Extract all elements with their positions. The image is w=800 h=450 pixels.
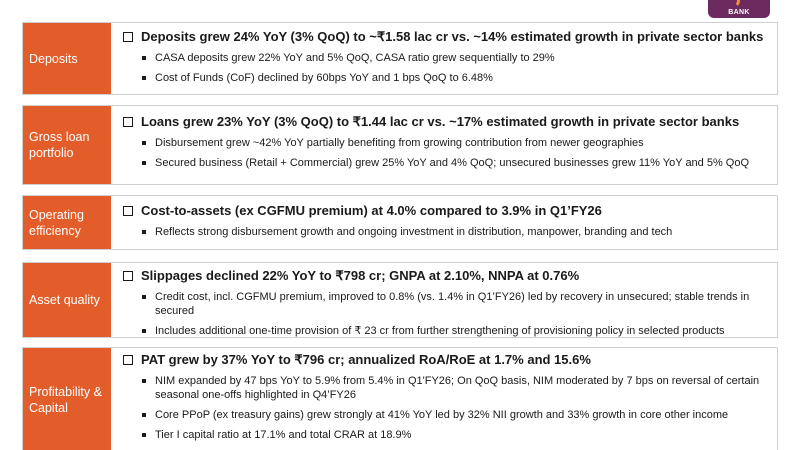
bullet-list: Reflects strong disbursement growth and … [141, 225, 773, 239]
bullet-list: Disbursement grew ~42% YoY partially ben… [141, 136, 773, 170]
bullet-item: Reflects strong disbursement growth and … [141, 225, 773, 239]
section-profitability-capital: Profitability & Capital PAT grew by 37% … [22, 347, 778, 450]
section-headline: Loans grew 23% YoY (3% QoQ) to ₹1.44 lac… [123, 114, 773, 130]
section-headline: Deposits grew 24% YoY (3% QoQ) to ~₹1.58… [123, 29, 773, 45]
headline-text: Cost-to-assets (ex CGFMU premium) at 4.0… [141, 203, 602, 218]
logo-swoosh-icon [724, 0, 740, 8]
checkbox-icon [123, 271, 133, 281]
bullet-item: Cost of Funds (CoF) declined by 60bps Yo… [141, 71, 773, 85]
bullet-item: Secured business (Retail + Commercial) g… [141, 156, 773, 170]
section-headline: PAT grew by 37% YoY to ₹796 cr; annualiz… [123, 352, 773, 368]
checkbox-icon [123, 117, 133, 127]
section-label: Profitability & Capital [23, 348, 111, 450]
bullet-item: Disbursement grew ~42% YoY partially ben… [141, 136, 773, 150]
headline-text: PAT grew by 37% YoY to ₹796 cr; annualiz… [141, 352, 591, 367]
section-asset-quality: Asset quality Slippages declined 22% YoY… [22, 262, 778, 338]
headline-text: Slippages declined 22% YoY to ₹798 cr; G… [141, 268, 580, 283]
bullet-list: Credit cost, incl. CGFMU premium, improv… [141, 290, 773, 338]
section-content: Slippages declined 22% YoY to ₹798 cr; G… [123, 268, 773, 338]
section-label: Deposits [23, 23, 111, 94]
bullet-list: CASA deposits grew 22% YoY and 5% QoQ, C… [141, 51, 773, 85]
section-label: Asset quality [23, 263, 111, 337]
section-label: Operating efficiency [23, 196, 111, 249]
logo-text: BANK [728, 9, 750, 16]
section-content: Deposits grew 24% YoY (3% QoQ) to ~₹1.58… [123, 29, 773, 85]
headline-text: Loans grew 23% YoY (3% QoQ) to ₹1.44 lac… [141, 114, 740, 129]
bank-logo: BANK [708, 0, 770, 18]
bullet-item: CASA deposits grew 22% YoY and 5% QoQ, C… [141, 51, 773, 65]
bullet-item: Tier I capital ratio at 17.1% and total … [141, 428, 773, 442]
checkbox-icon [123, 32, 133, 42]
headline-text: Deposits grew 24% YoY (3% QoQ) to ~₹1.58… [141, 29, 764, 44]
bullet-list: NIM expanded by 47 bps YoY to 5.9% from … [141, 374, 773, 442]
section-deposits: Deposits Deposits grew 24% YoY (3% QoQ) … [22, 22, 778, 95]
checkbox-icon [123, 355, 133, 365]
bullet-item: NIM expanded by 47 bps YoY to 5.9% from … [141, 374, 773, 402]
section-gross-loan-portfolio: Gross loan portfolio Loans grew 23% YoY … [22, 105, 778, 185]
bullet-item: Core PPoP (ex treasury gains) grew stron… [141, 408, 773, 422]
bullet-item: Credit cost, incl. CGFMU premium, improv… [141, 290, 773, 318]
section-content: PAT grew by 37% YoY to ₹796 cr; annualiz… [123, 352, 773, 442]
section-operating-efficiency: Operating efficiency Cost-to-assets (ex … [22, 195, 778, 250]
section-label: Gross loan portfolio [23, 106, 111, 184]
section-headline: Cost-to-assets (ex CGFMU premium) at 4.0… [123, 203, 773, 219]
section-content: Loans grew 23% YoY (3% QoQ) to ₹1.44 lac… [123, 114, 773, 170]
bullet-item: Includes additional one-time provision o… [141, 324, 773, 338]
section-headline: Slippages declined 22% YoY to ₹798 cr; G… [123, 268, 773, 284]
checkbox-icon [123, 206, 133, 216]
section-content: Cost-to-assets (ex CGFMU premium) at 4.0… [123, 203, 773, 239]
